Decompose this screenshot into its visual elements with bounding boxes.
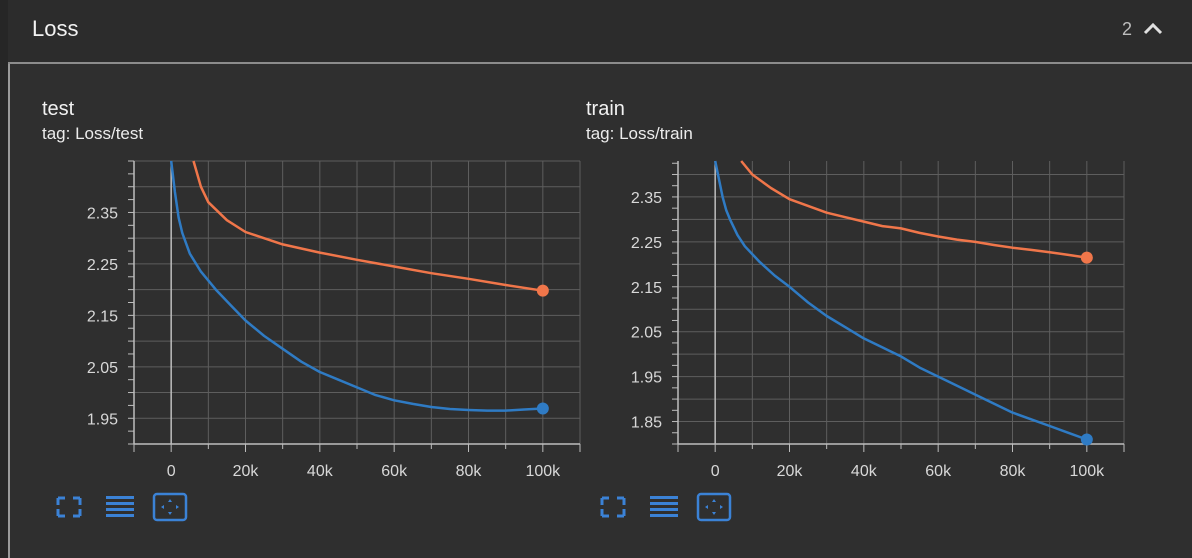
x-tick-label: 80k (456, 463, 483, 480)
y-tick-label: 2.15 (631, 280, 662, 297)
series-end-point-1 (1080, 433, 1093, 446)
card-tag: tag: Loss/test (42, 124, 144, 143)
card-title: test (42, 98, 75, 120)
series-line-1 (169, 160, 543, 412)
series-line-0 (740, 160, 1087, 259)
cards-container: test tag: Loss/test 0 20k 40k 60k 80k 100k 1.9… (8, 64, 1192, 558)
x-tick-label: 100k (525, 463, 561, 480)
y-tick-label: 2.05 (87, 360, 118, 377)
chevron-up-icon[interactable] (1142, 20, 1164, 36)
y-tick-label: 2.15 (87, 308, 118, 325)
x-tick-label: 40k (307, 463, 334, 480)
section-header[interactable]: Loss 2 (8, 0, 1192, 64)
x-tick-label: 60k (381, 463, 408, 480)
chart-card-train: train tag: Loss/train 0 20k 40k 60k 80k 100k 1… (586, 64, 1146, 558)
series-line-0 (192, 160, 543, 292)
fullscreen-icon[interactable] (596, 492, 630, 522)
y-tick-label: 2.35 (87, 205, 118, 222)
x-tick-label: 20k (233, 463, 260, 480)
series-end-point-0 (536, 284, 549, 297)
y-tick-label: 1.95 (87, 411, 118, 428)
fit-domain-icon[interactable] (696, 492, 732, 522)
x-tick-label: 0 (167, 463, 176, 480)
section-title: Loss (32, 16, 79, 41)
x-tick-label: 80k (1000, 463, 1027, 480)
line-chart-train[interactable]: 0 20k 40k 60k 80k 100k 1.85 1.95 2.05 2.15 2.25 2.3… (586, 64, 1146, 484)
series-line-1 (713, 160, 1088, 441)
y-tick-label: 2.05 (631, 325, 662, 342)
y-tick-label: 2.35 (631, 190, 662, 207)
card-count: 2 (1121, 19, 1132, 39)
fullscreen-icon[interactable] (52, 492, 86, 522)
x-tick-label: 60k (925, 463, 952, 480)
x-tick-label: 100k (1069, 463, 1105, 480)
log-scale-icon[interactable] (646, 492, 680, 522)
series-end-point-1 (536, 402, 549, 415)
card-title: train (586, 98, 625, 120)
chart-card-test: test tag: Loss/test 0 20k 40k 60k 80k 100k 1.9… (42, 64, 602, 558)
line-chart-test[interactable]: 0 20k 40k 60k 80k 100k 1.95 2.05 2.15 2.25 2.35 (42, 64, 602, 484)
y-tick-label: 1.85 (631, 415, 662, 432)
card-tag: tag: Loss/train (586, 124, 693, 143)
fit-domain-icon[interactable] (152, 492, 188, 522)
left-edge-bar (0, 0, 8, 558)
log-scale-icon[interactable] (102, 492, 136, 522)
y-tick-label: 2.25 (87, 257, 118, 274)
series-end-point-0 (1080, 251, 1093, 264)
x-tick-label: 20k (777, 463, 804, 480)
x-tick-label: 40k (851, 463, 878, 480)
x-tick-label: 0 (711, 463, 720, 480)
y-tick-label: 2.25 (631, 235, 662, 252)
y-tick-label: 1.95 (631, 370, 662, 387)
